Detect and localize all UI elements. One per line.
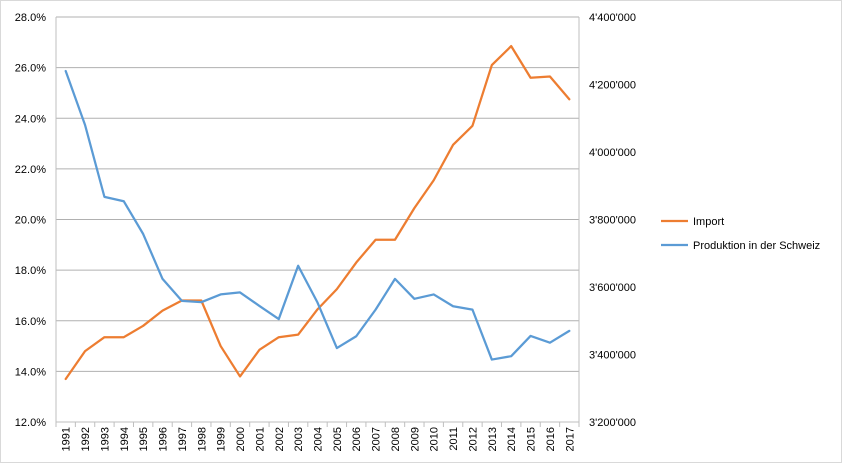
x-tick-label: 1992	[80, 427, 92, 451]
x-tick-label: 2012	[467, 427, 479, 451]
x-tick-label: 1998	[196, 427, 208, 451]
y-axis-left: 12.0% 14.0% 16.0% 18.0% 20.0% 22.0% 24.0% 26.0%…	[15, 12, 46, 429]
legend-label: Produktion in der Schweiz	[693, 240, 820, 252]
x-tick-label: 2002	[274, 427, 286, 451]
y-tick-label: 12.0%	[15, 417, 46, 429]
legend-label: Import	[693, 216, 724, 228]
x-tick-label: 2016	[545, 427, 557, 451]
x-tick-label: 1994	[119, 427, 131, 451]
x-tick-label: 2008	[390, 427, 402, 451]
series-line	[64, 69, 571, 361]
series-lines	[64, 44, 571, 381]
gridlines	[55, 16, 580, 423]
y-axis-right: 3'200'000 3'400'000 3'600'000 3'800'000 4'00…	[589, 12, 636, 429]
y2-tick-label: 4'400'000	[589, 12, 636, 24]
y2-tick-label: 4'200'000	[589, 80, 636, 92]
y-tick-label: 28.0%	[15, 12, 46, 24]
x-axis: 1991 1992 1993 1994 1995 1996 1997 1998 1999 2000…	[55, 422, 580, 451]
y-tick-label: 24.0%	[15, 113, 46, 125]
x-tick-label: 2006	[351, 427, 363, 451]
y2-tick-label: 3'600'000	[589, 282, 636, 294]
x-tick-label: 1996	[158, 427, 170, 451]
y-tick-label: 20.0%	[15, 215, 46, 227]
x-tick-label: 2003	[293, 427, 305, 451]
y-tick-label: 26.0%	[15, 63, 46, 75]
x-tick-label: 2005	[332, 427, 344, 451]
x-tick-label: 2014	[506, 427, 518, 451]
x-tick-label: 1997	[177, 427, 189, 451]
y-tick-label: 16.0%	[15, 316, 46, 328]
x-tick-label: 1991	[61, 427, 73, 451]
x-tick-label: 2004	[313, 427, 325, 451]
y2-tick-label: 3'400'000	[589, 350, 636, 362]
x-tick-label: 2015	[526, 427, 538, 451]
x-tick-label: 2010	[429, 427, 441, 451]
x-tick-label: 2001	[254, 427, 266, 451]
y2-tick-label: 3'800'000	[589, 215, 636, 227]
x-tick-label: 1999	[216, 427, 228, 451]
y2-tick-label: 3'200'000	[589, 417, 636, 429]
y-tick-label: 18.0%	[15, 265, 46, 277]
x-tick-label: 1995	[138, 427, 150, 451]
x-tick-label: 1993	[99, 427, 111, 451]
y2-tick-label: 4'000'000	[589, 147, 636, 159]
y-tick-label: 14.0%	[15, 366, 46, 378]
x-tick-label: 2009	[409, 427, 421, 451]
x-tick-label: 2017	[564, 427, 576, 451]
x-tick-label: 2007	[371, 427, 383, 451]
x-tick-label: 2000	[235, 427, 247, 451]
series-line	[64, 44, 571, 381]
x-tick-label: 2013	[487, 427, 499, 451]
legend: Import Produktion in der Schweiz	[661, 216, 820, 252]
x-tick-label: 2011	[448, 427, 460, 451]
y-tick-label: 22.0%	[15, 164, 46, 176]
